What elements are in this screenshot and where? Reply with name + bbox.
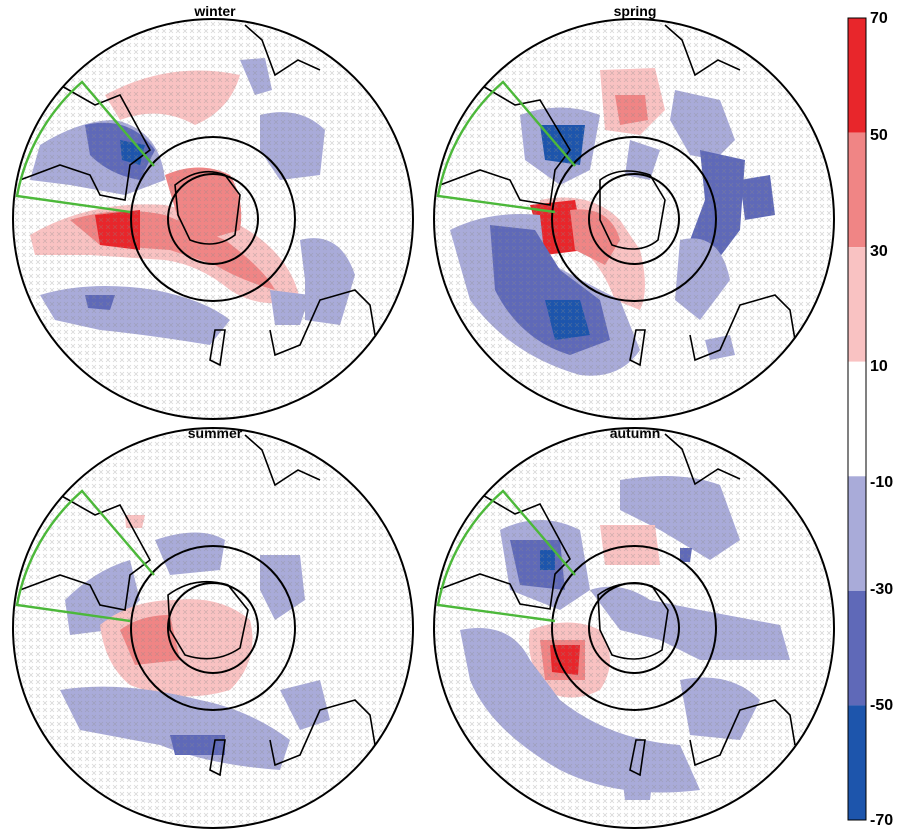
colorbar xyxy=(847,17,867,821)
colorbar-tick-neg50: -50 xyxy=(870,697,894,714)
colorbar-tick-neg10: -10 xyxy=(870,474,894,491)
sector-outline-autumn xyxy=(436,489,576,623)
colorbar-bin-5 xyxy=(848,590,866,706)
colorbar-bin-0 xyxy=(848,18,866,133)
colorbar-bin-3 xyxy=(848,361,866,477)
panel-title-winter: winter xyxy=(194,3,236,19)
colorbar-tick-10: 10 xyxy=(870,358,888,375)
colorbar-tick-50: 50 xyxy=(870,127,888,144)
colorbar-tick-30: 30 xyxy=(870,243,888,260)
sector-outline-summer xyxy=(15,489,155,623)
sector-outline-winter xyxy=(15,80,155,214)
colorbar-tick-neg30: -30 xyxy=(870,581,894,598)
colorbar-tick-neg70: -70 xyxy=(870,812,894,829)
colorbar-bin-4 xyxy=(848,476,866,591)
panel-title-spring: spring xyxy=(613,3,657,19)
colorbar-bin-1 xyxy=(848,132,866,248)
colorbar-tick-70: 70 xyxy=(870,10,888,27)
colorbar-bin-6 xyxy=(848,705,866,820)
colorbar-frame xyxy=(847,17,867,821)
sector-outline-spring xyxy=(436,80,576,214)
colorbar-bin-2 xyxy=(848,247,866,362)
